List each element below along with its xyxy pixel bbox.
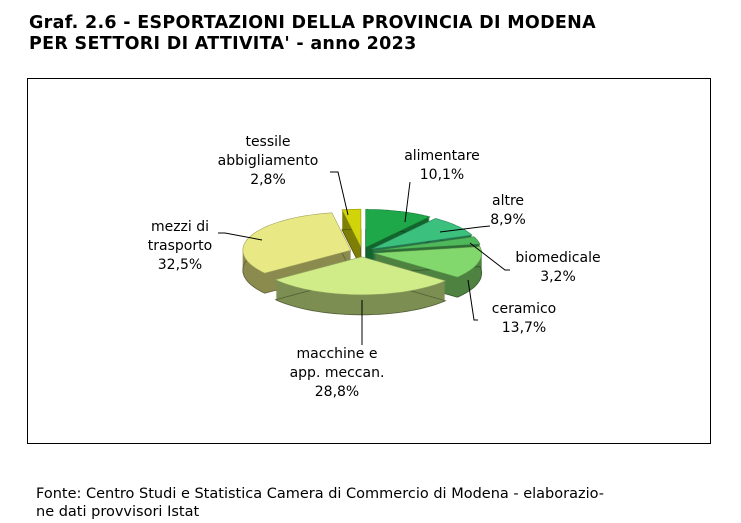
source-note: Fonte: Centro Studi e Statistica Camera … bbox=[36, 485, 604, 521]
value-label-ceramico: 13,7% bbox=[502, 320, 546, 336]
leader-line-altre bbox=[439, 225, 491, 233]
slice-label-macchine-e-app-meccan-: macchine e bbox=[297, 346, 378, 362]
leader-line-tessile-abbigliamento bbox=[330, 171, 349, 216]
source-line-2: ne dati provvisori Istat bbox=[36, 504, 200, 520]
slice-label-mezzi-di-trasporto: mezzi di bbox=[151, 219, 209, 235]
chart-title: Graf. 2.6 - ESPORTAZIONI DELLA PROVINCIA… bbox=[29, 13, 596, 55]
pie-slice-macchine-e-app-meccan- bbox=[274, 256, 447, 316]
value-label-tessile-abbigliamento: 2,8% bbox=[250, 172, 286, 188]
slice-label-mezzi-di-trasporto: trasporto bbox=[148, 238, 212, 254]
value-label-alimentare: 10,1% bbox=[420, 167, 464, 183]
slice-label-altre: altre bbox=[492, 193, 524, 209]
leader-line-biomedicale bbox=[469, 242, 510, 271]
value-label-biomedicale: 3,2% bbox=[540, 269, 576, 285]
slice-label-macchine-e-app-meccan-: app. meccan. bbox=[290, 365, 385, 381]
title-line-2: PER SETTORI DI ATTIVITA' - anno 2023 bbox=[29, 34, 417, 54]
chart-frame bbox=[27, 78, 711, 444]
slice-label-ceramico: ceramico bbox=[492, 301, 556, 317]
slice-label-tessile-abbigliamento: tessile bbox=[245, 134, 290, 150]
slice-label-tessile-abbigliamento: abbigliamento bbox=[218, 153, 319, 169]
leader-line-ceramico bbox=[467, 279, 478, 321]
source-line-1: Fonte: Centro Studi e Statistica Camera … bbox=[36, 486, 604, 502]
pie-slice-mezzi-di-trasporto bbox=[242, 212, 352, 294]
pie-slice-tessile-abbigliamento bbox=[341, 208, 362, 268]
slice-label-biomedicale: biomedicale bbox=[515, 250, 600, 266]
value-label-mezzi-di-trasporto: 32,5% bbox=[158, 257, 202, 273]
slice-label-alimentare: alimentare bbox=[404, 148, 480, 164]
value-label-altre: 8,9% bbox=[490, 212, 526, 228]
value-label-macchine-e-app-meccan-: 28,8% bbox=[315, 384, 359, 400]
title-line-1: Graf. 2.6 - ESPORTAZIONI DELLA PROVINCIA… bbox=[29, 13, 596, 33]
leader-line-mezzi-di-trasporto bbox=[218, 232, 263, 241]
leader-line-alimentare bbox=[404, 181, 411, 223]
